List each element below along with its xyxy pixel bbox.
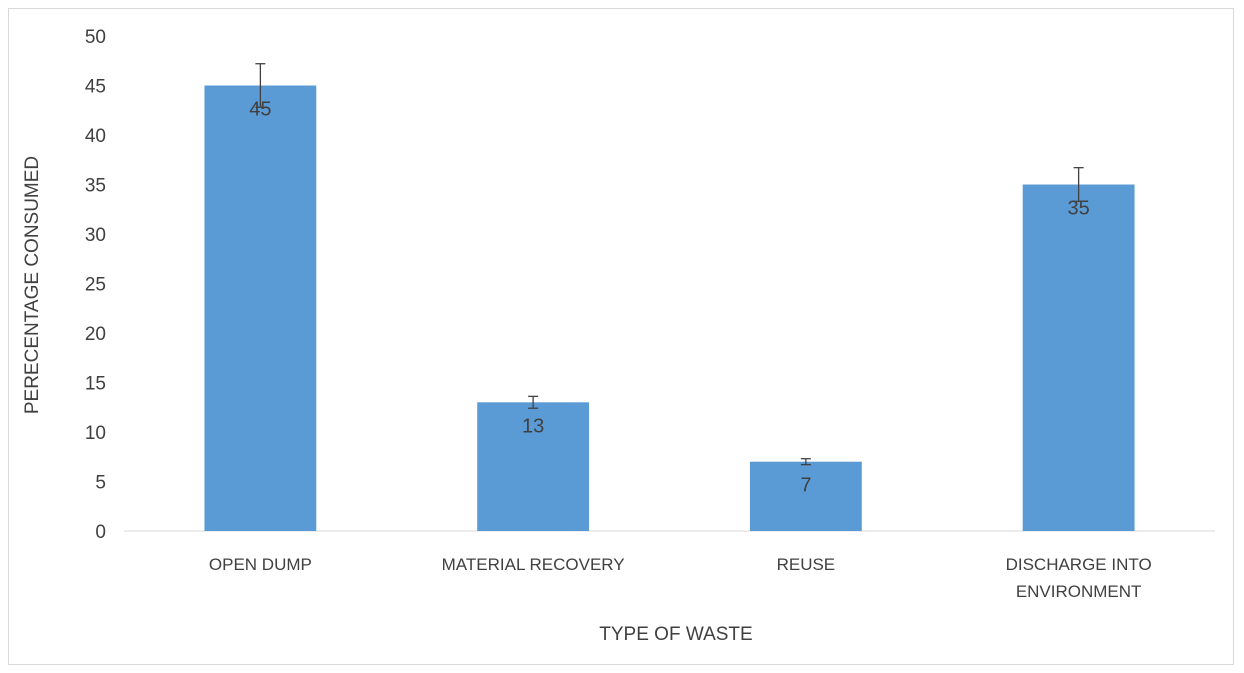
x-tick-label: OPEN DUMP — [209, 555, 312, 574]
bar — [477, 402, 590, 531]
bars — [204, 85, 1135, 531]
y-tick-label: 10 — [85, 423, 106, 444]
y-tick-label: 5 — [95, 473, 106, 494]
x-tick-label: REUSE — [777, 555, 836, 574]
error-bars — [255, 63, 1084, 466]
error-bar — [255, 63, 266, 108]
x-tick-label: MATERIAL RECOVERY — [442, 555, 625, 574]
data-labels: 45 13 7 35 — [249, 99, 1090, 497]
y-tick-label: 45 — [85, 77, 106, 98]
bar — [204, 85, 317, 531]
bar — [749, 461, 862, 531]
y-tick-label: 35 — [85, 176, 106, 197]
x-tick-label: DISCHARGE INTO — [1006, 555, 1152, 574]
y-tick-label: 30 — [85, 225, 106, 246]
error-bar — [528, 395, 539, 409]
data-label: 45 — [249, 99, 271, 121]
data-label: 7 — [800, 475, 811, 497]
y-tick-label: 20 — [85, 324, 106, 345]
y-tick-label: 25 — [85, 275, 106, 296]
y-axis-title: PERECENTAGE CONSUMED — [22, 156, 43, 414]
x-tick-label: ENVIRONMENT — [1016, 582, 1142, 601]
data-label: 35 — [1068, 198, 1090, 220]
bar — [1022, 184, 1135, 531]
x-axis-ticks: OPEN DUMP MATERIAL RECOVERY REUSE DISCHARGE… — [209, 555, 1152, 601]
y-tick-label: 15 — [85, 374, 106, 395]
y-tick-label: 0 — [95, 522, 106, 543]
y-axis-ticks: 0 5 10 15 20 25 30 35 40 45 50 — [85, 27, 106, 543]
error-bar — [1073, 167, 1084, 202]
error-bar — [800, 458, 811, 466]
x-axis-title: TYPE OF WASTE — [599, 624, 752, 645]
data-label: 13 — [522, 415, 544, 437]
y-tick-label: 40 — [85, 126, 106, 147]
y-tick-label: 50 — [85, 27, 106, 48]
